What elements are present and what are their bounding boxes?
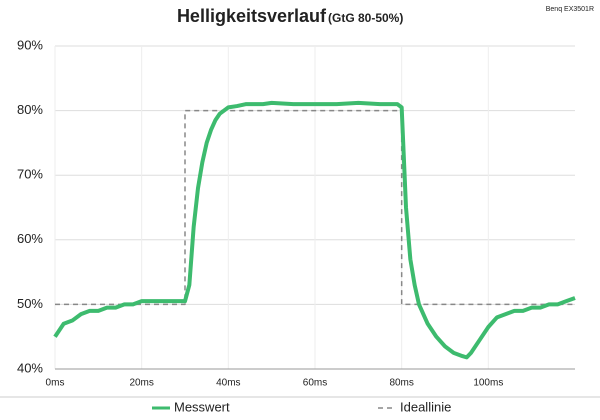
chart-subtitle: (GtG 80-50%)	[328, 11, 403, 25]
y-tick-label: 90%	[17, 37, 43, 52]
legend-label: Messwert	[174, 399, 230, 414]
y-tick-label: 60%	[17, 231, 43, 246]
annotation: Benq EX3501R	[546, 6, 594, 13]
x-tick-label: 80ms	[389, 378, 413, 389]
x-tick-label: 40ms	[216, 378, 240, 389]
y-tick-label: 80%	[17, 102, 43, 117]
chart-title: Helligkeitsverlauf	[177, 6, 327, 26]
x-tick-label: 0ms	[46, 378, 65, 389]
y-tick-label: 50%	[17, 296, 43, 311]
series-line	[55, 109, 575, 306]
x-tick-label: 20ms	[129, 378, 153, 389]
legend-label: Ideallinie	[400, 399, 451, 414]
x-tick-label: 100ms	[473, 378, 503, 389]
x-tick-label: 60ms	[303, 378, 327, 389]
y-tick-label: 70%	[17, 167, 43, 182]
y-tick-label: 40%	[17, 360, 43, 375]
series-line	[53, 100, 576, 360]
